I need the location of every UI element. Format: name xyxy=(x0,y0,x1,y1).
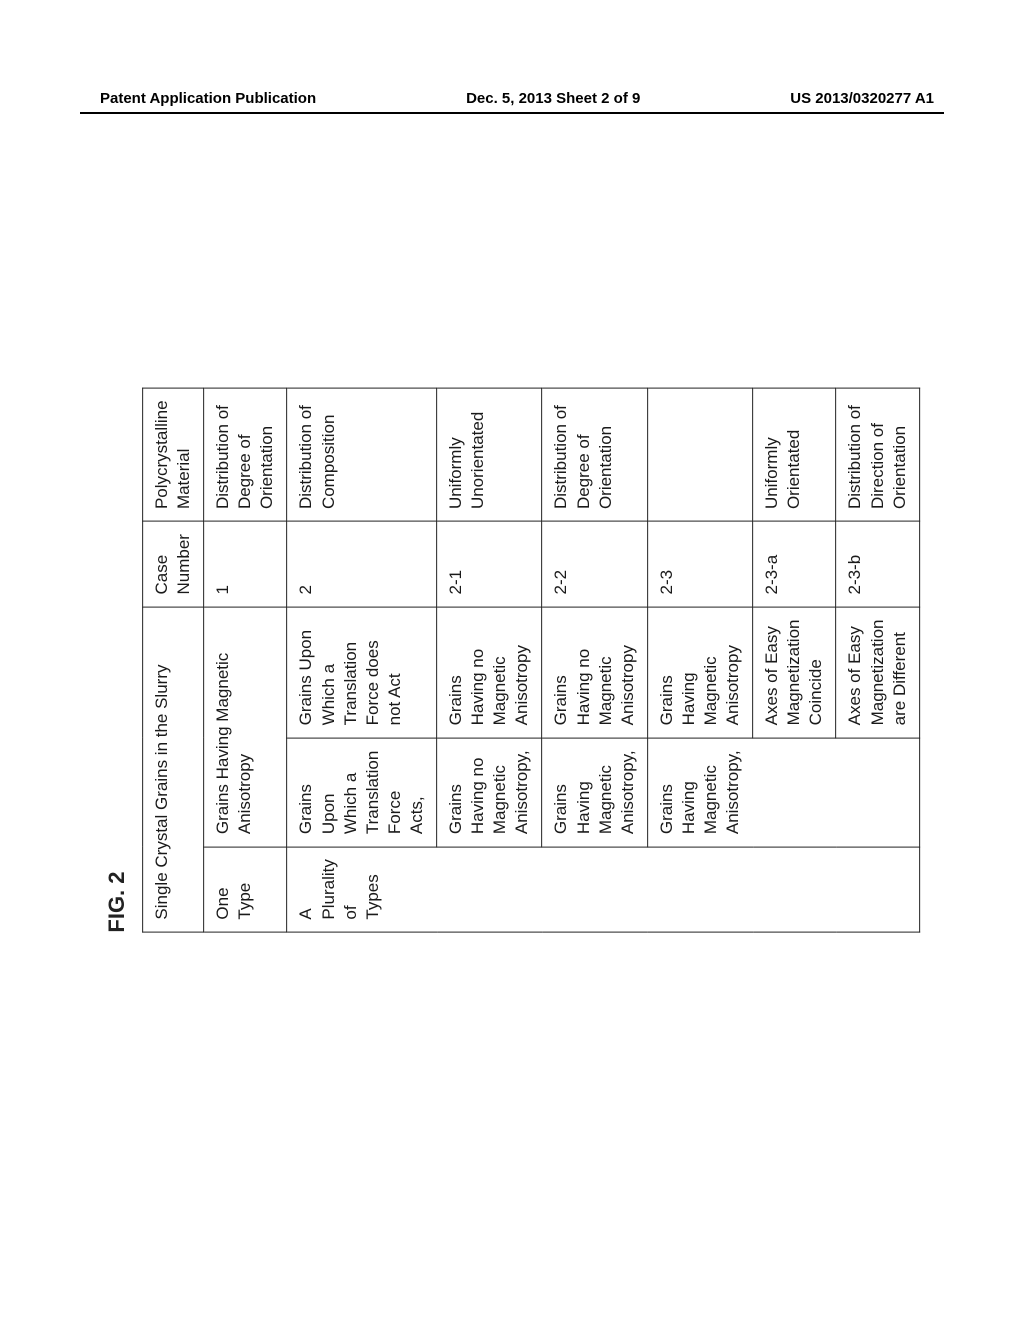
cell-case: 1 xyxy=(204,522,287,607)
cell-grains: Grains Having Magnetic Anisotropy xyxy=(204,607,287,847)
table-header-row: Single Crystal Grains in the Slurry Case… xyxy=(143,388,204,932)
figure-table: Single Crystal Grains in the Slurry Case… xyxy=(142,387,920,932)
cell-grains-left: Grains Upon Which a Translation Force Ac… xyxy=(287,738,437,847)
header-left: Patent Application Publication xyxy=(100,90,316,107)
col-head-poly: Polycrystalline Material xyxy=(143,388,204,522)
cell-grains-right: Axes of Easy Magnetization are Different xyxy=(836,607,919,738)
cell-grains-right: Grains Having no Magnetic Anisotropy xyxy=(542,607,647,738)
cell-grains-left: Grains Having Magnetic Anisotropy, xyxy=(647,738,919,847)
cell-case: 2-2 xyxy=(542,522,647,607)
cell-poly: Distribution of Direction of Orientation xyxy=(836,388,919,522)
cell-case: 2-3-a xyxy=(753,522,836,607)
cell-poly xyxy=(647,388,752,522)
page-header: Patent Application Publication Dec. 5, 2… xyxy=(0,90,1024,107)
cell-case: 2 xyxy=(287,522,437,607)
cell-poly: Uniformly Unorientated xyxy=(437,388,542,522)
figure-label: FIG. 2 xyxy=(104,387,130,932)
cell-grains-right: Grains Upon Which a Translation Force do… xyxy=(287,607,437,738)
header-rule xyxy=(80,112,944,114)
cell-poly: Distribution of Degree of Orientation xyxy=(542,388,647,522)
cell-grains-right: Grains Having no Magnetic Anisotropy xyxy=(437,607,542,738)
cell-grains-left: Grains Having Magnetic Anisotropy, xyxy=(542,738,647,847)
cell-poly: Uniformly Orientated xyxy=(753,388,836,522)
figure-2: FIG. 2 Single Crystal Grains in the Slur… xyxy=(104,387,920,932)
cell-poly: Distribution of Degree of Orientation xyxy=(204,388,287,522)
cell-grains-left: Grains Having no Magnetic Anisotropy, xyxy=(437,738,542,847)
cell-case: 2-3 xyxy=(647,522,752,607)
cell-type: A Plurality of Types xyxy=(287,847,919,932)
header-center: Dec. 5, 2013 Sheet 2 of 9 xyxy=(466,90,640,107)
header-right: US 2013/0320277 A1 xyxy=(790,90,934,107)
cell-poly: Distribution of Composition xyxy=(287,388,437,522)
cell-type: One Type xyxy=(204,847,287,932)
cell-grains-right: Axes of Easy Magnetization Coincide xyxy=(753,607,836,738)
col-head-grains: Single Crystal Grains in the Slurry xyxy=(143,607,204,932)
table-row: One Type Grains Having Magnetic Anisotro… xyxy=(204,388,287,932)
table-row: A Plurality of Types Grains Upon Which a… xyxy=(287,388,437,932)
cell-case: 2-3-b xyxy=(836,522,919,607)
cell-case: 2-1 xyxy=(437,522,542,607)
cell-grains-right: Grains Having Magnetic Anisotropy xyxy=(647,607,752,738)
col-head-case: Case Number xyxy=(143,522,204,607)
